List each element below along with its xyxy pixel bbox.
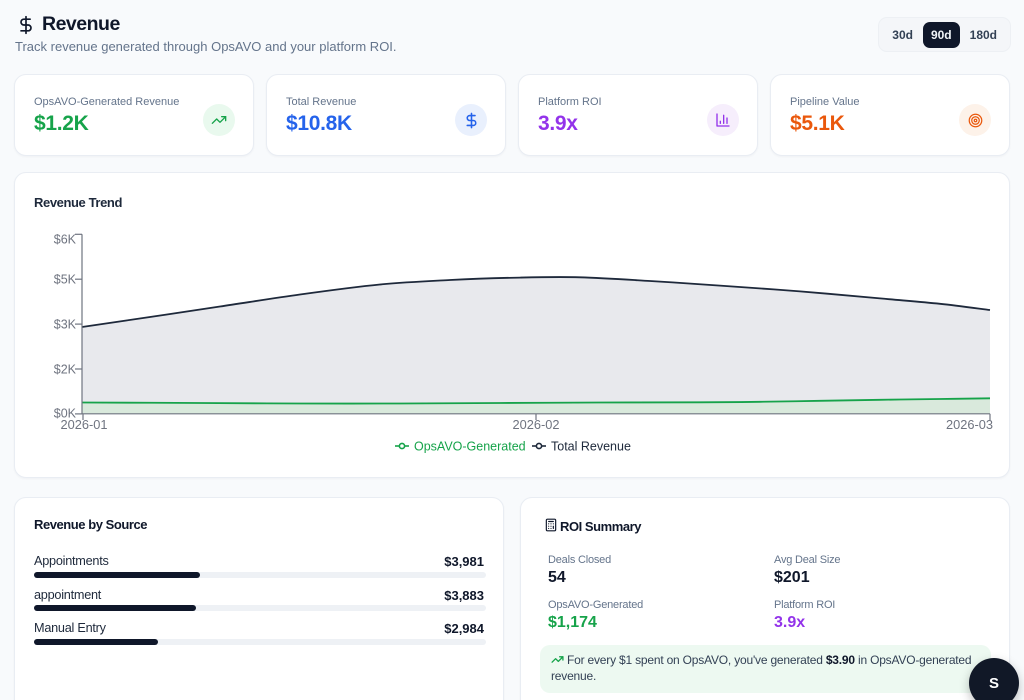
svg-text:$3K: $3K xyxy=(54,317,77,331)
svg-text:$0K: $0K xyxy=(54,407,77,421)
svg-text:OpsAVO-Generated: OpsAVO-Generated xyxy=(414,440,526,454)
svg-text:2026-01: 2026-01 xyxy=(61,417,108,432)
svg-text:$6K: $6K xyxy=(54,232,77,246)
svg-text:$5K: $5K xyxy=(54,273,77,287)
svg-text:2026-03: 2026-03 xyxy=(946,417,993,432)
svg-text:$2K: $2K xyxy=(54,362,77,376)
svg-text:Total Revenue: Total Revenue xyxy=(551,440,631,454)
svg-text:2026-02: 2026-02 xyxy=(513,417,560,432)
